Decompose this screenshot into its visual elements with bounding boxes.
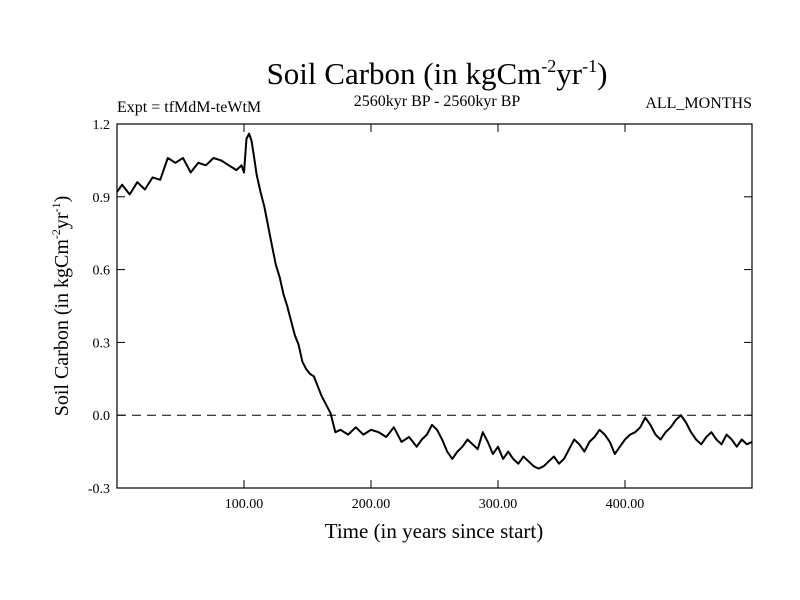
y-tick-label: 0.3 [93, 336, 111, 351]
y-tick-label: -0.3 [88, 482, 110, 497]
x-tick-label: 300.00 [479, 497, 518, 512]
y-tick-label: 0.9 [93, 191, 111, 206]
y-tick-labels: -0.3 0.0 0.3 0.6 0.9 1.2 [88, 118, 110, 497]
x-tick-label: 200.00 [352, 497, 391, 512]
chart-title-main: Soil Carbon (in kgCm [267, 56, 542, 91]
subtitle-center: 2560kyr BP - 2560kyr BP [354, 93, 521, 110]
y-tick-label: 0.6 [93, 264, 111, 279]
chart-title-exp1: -2 [541, 56, 556, 76]
chart-title: Soil Carbon (in kgCm-2yr-1) [267, 56, 608, 91]
y-axis-label: Soil Carbon (in kgCm-2yr-1) [49, 196, 73, 417]
plot-frame [116, 123, 753, 489]
subtitle-right: ALL_MONTHS [645, 95, 752, 112]
y-axis-label-exp2: -1 [49, 202, 63, 212]
y-tick-label: 1.2 [93, 118, 111, 133]
x-tick-labels: 100.00 200.00 300.00 400.00 [225, 497, 645, 512]
y-axis-label-exp1: -2 [49, 229, 63, 239]
subtitle-left: Expt = tfMdM-teWtM [117, 99, 261, 116]
x-axis-label: Time (in years since start) [325, 519, 544, 543]
y-tick-label: 0.0 [93, 409, 111, 424]
chart-title-mid: yr [556, 56, 583, 91]
series-line-soil-carbon [116, 132, 753, 470]
x-tick-label: 400.00 [606, 497, 645, 512]
y-axis-label-main: Soil Carbon (in kgCm [51, 239, 73, 417]
y-axis-label-close: ) [51, 196, 73, 203]
chart-title-exp2: -1 [582, 56, 597, 76]
y-axis-label-mid: yr [51, 212, 73, 229]
axis-ticks [117, 123, 752, 489]
x-tick-label: 100.00 [225, 497, 264, 512]
chart-title-close: ) [597, 56, 607, 91]
